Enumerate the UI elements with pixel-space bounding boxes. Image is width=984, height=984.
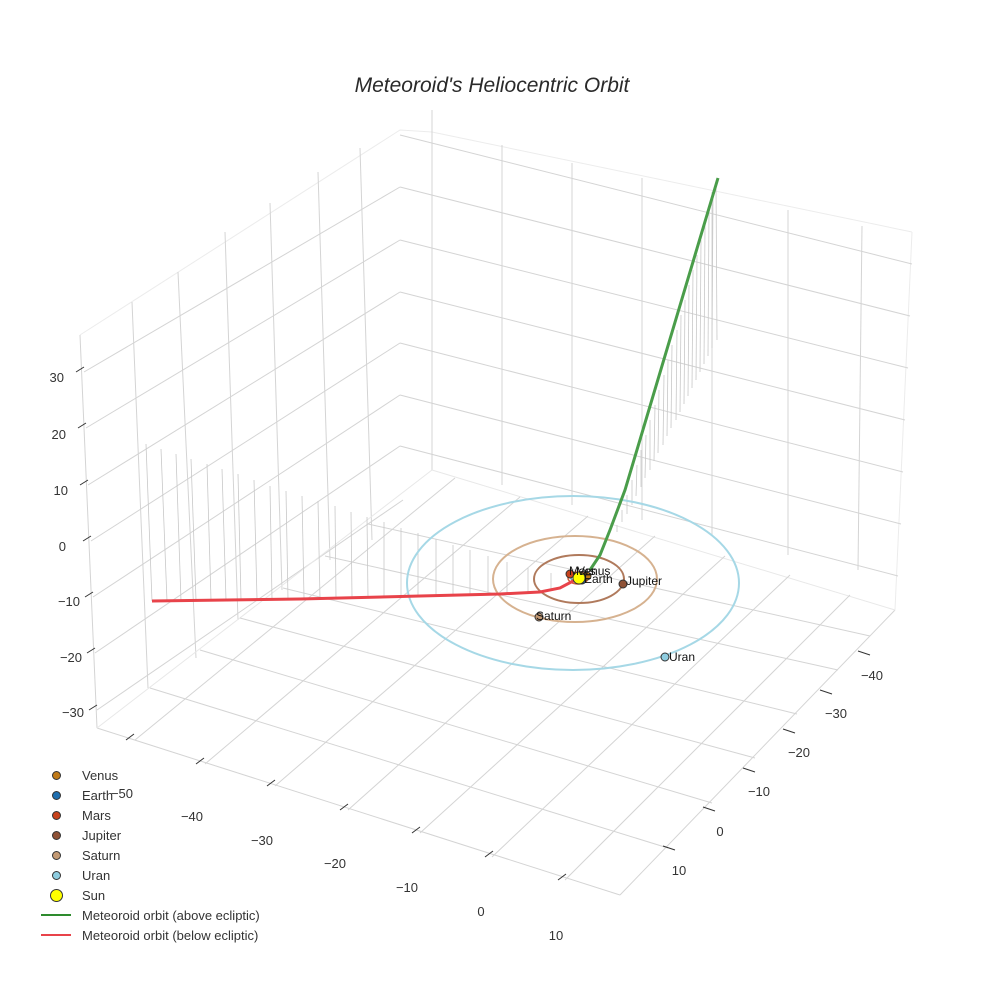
tick-marks — [75, 366, 871, 881]
legend-item-saturn[interactable]: Saturn — [38, 845, 260, 865]
svg-text:20: 20 — [52, 427, 66, 442]
legend-label: Meteoroid orbit (below ecliptic) — [82, 927, 259, 943]
sun-marker — [572, 571, 586, 585]
svg-text:0: 0 — [59, 539, 66, 554]
meteoroid-orbit-above[interactable] — [588, 177, 720, 571]
green-orbit-droplines — [616, 181, 718, 532]
legend-item-uran[interactable]: Uran — [38, 865, 260, 885]
planet-markers[interactable] — [534, 569, 670, 662]
svg-text:−30: −30 — [62, 705, 84, 720]
right-wall-grid — [399, 110, 913, 611]
saturn-legend-icon — [51, 850, 61, 860]
legend-item-orbit-below[interactable]: Meteoroid orbit (below ecliptic) — [38, 925, 260, 945]
legend-label: Saturn — [82, 847, 121, 863]
svg-text:Uran: Uran — [669, 650, 695, 664]
svg-text:10: 10 — [672, 863, 686, 878]
floor-grid — [96, 469, 896, 896]
svg-text:−50: −50 — [111, 786, 133, 801]
legend-item-earth[interactable]: Earth — [38, 785, 260, 805]
chart-title: Meteoroid's Heliocentric Orbit — [354, 74, 630, 97]
saturn-orbit — [492, 535, 658, 623]
y-axis-labels: −40 −30 −20 −10 0 10 — [672, 668, 883, 878]
svg-text:Venus: Venus — [577, 564, 610, 578]
legend-label: Meteoroid orbit (above ecliptic) — [82, 907, 260, 923]
uran-legend-icon — [51, 870, 61, 880]
svg-text:−10: −10 — [396, 880, 418, 895]
svg-text:−20: −20 — [60, 650, 82, 665]
svg-text:−30: −30 — [251, 833, 273, 848]
jupiter-orbit — [533, 554, 625, 604]
legend-label: Mars — [82, 807, 111, 823]
svg-text:−10: −10 — [748, 784, 770, 799]
svg-text:−40: −40 — [181, 809, 203, 824]
z-axis-labels: 30 20 10 0 −10 −20 −30 — [50, 370, 84, 720]
meteoroid-orbit-below[interactable] — [151, 578, 576, 603]
legend-label: Uran — [82, 867, 111, 883]
svg-text:0: 0 — [716, 824, 723, 839]
earth-legend-icon — [51, 790, 61, 800]
legend-label: Jupiter — [82, 827, 122, 843]
jupiter-marker — [618, 579, 628, 589]
sun-legend-icon — [49, 888, 63, 902]
jupiter-legend-icon — [51, 830, 61, 840]
svg-text:30: 30 — [50, 370, 64, 385]
venus-legend-icon — [51, 770, 61, 780]
legend-item-jupiter[interactable]: Jupiter — [38, 825, 260, 845]
legend-item-orbit-above[interactable]: Meteoroid orbit (above ecliptic) — [38, 905, 260, 925]
svg-text:−20: −20 — [788, 745, 810, 760]
green-line-legend-icon — [41, 914, 71, 916]
legend-item-mars[interactable]: Mars — [38, 805, 260, 825]
x-axis-labels: −50 −40 −30 −20 −10 0 10 — [111, 786, 563, 943]
legend-label: Sun — [82, 887, 106, 903]
saturn-marker — [534, 612, 544, 622]
svg-text:Earth: Earth — [584, 572, 613, 586]
red-line-legend-icon — [41, 934, 71, 936]
svg-text:−30: −30 — [825, 706, 847, 721]
legend: Venus Earth Mars Jupiter Saturn Uran Sun… — [38, 765, 260, 945]
svg-text:Jupiter: Jupiter — [626, 574, 662, 588]
left-wall-grid — [79, 129, 433, 729]
legend-label: Earth — [82, 787, 114, 803]
planet-labels: Mars Venus Earth Jupiter Saturn Uran — [536, 564, 695, 664]
uran-marker — [660, 652, 670, 662]
svg-text:Saturn: Saturn — [536, 609, 571, 623]
legend-label: Venus — [82, 767, 119, 783]
red-orbit-droplines — [145, 443, 552, 602]
svg-text:−10: −10 — [58, 594, 80, 609]
mars-legend-icon — [51, 810, 61, 820]
svg-text:10: 10 — [54, 483, 68, 498]
svg-text:−40: −40 — [861, 668, 883, 683]
planet-orbits — [406, 495, 740, 671]
legend-item-sun[interactable]: Sun — [38, 885, 260, 905]
svg-text:0: 0 — [477, 904, 484, 919]
svg-text:10: 10 — [549, 928, 563, 943]
svg-text:Mars: Mars — [569, 564, 596, 578]
uran-orbit — [406, 495, 740, 671]
svg-text:−20: −20 — [324, 856, 346, 871]
legend-item-venus[interactable]: Venus — [38, 765, 260, 785]
